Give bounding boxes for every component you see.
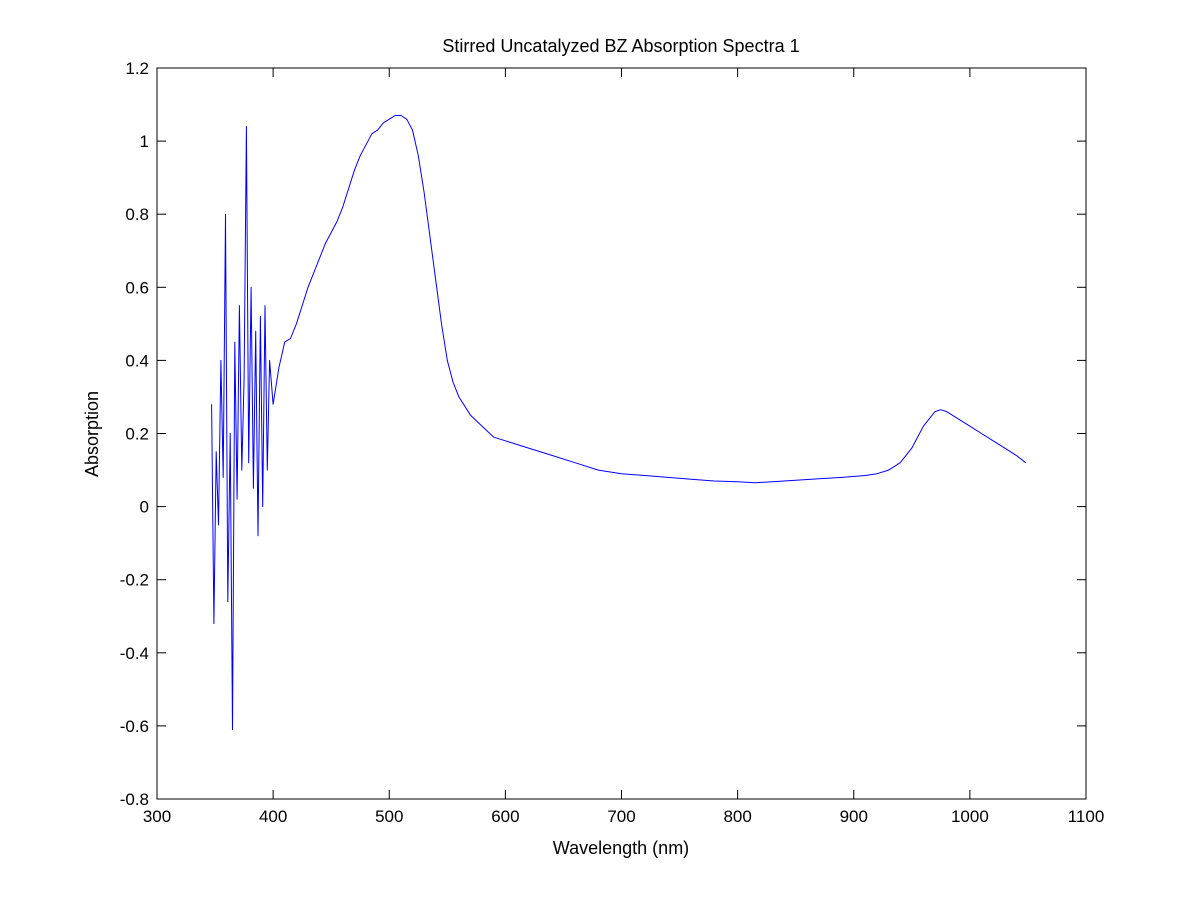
y-tick-label: -0.6 xyxy=(120,717,149,736)
x-axis-label: Wavelength (nm) xyxy=(553,838,689,858)
y-tick-label: -0.4 xyxy=(120,644,149,663)
x-tick-label: 1100 xyxy=(1068,807,1105,826)
chart-title: Stirred Uncatalyzed BZ Absorption Spectr… xyxy=(442,36,799,56)
x-tick-label: 400 xyxy=(259,807,287,826)
x-tick-label: 300 xyxy=(143,807,171,826)
x-tick-label: 600 xyxy=(491,807,519,826)
x-tick-label: 700 xyxy=(607,807,635,826)
x-tick-label: 1000 xyxy=(951,807,989,826)
y-tick-label: 0.8 xyxy=(125,205,149,224)
y-tick-label: 1 xyxy=(140,132,149,151)
data-series xyxy=(211,115,1026,731)
absorption-series-line xyxy=(211,115,1026,731)
y-tick-label: 1.2 xyxy=(125,59,149,78)
y-tick-label: -0.8 xyxy=(120,790,149,809)
y-tick-label: -0.2 xyxy=(120,571,149,590)
x-tick-label: 500 xyxy=(375,807,403,826)
plot-area xyxy=(156,67,1087,800)
axis-ticks xyxy=(156,67,1087,800)
y-tick-label: 0.2 xyxy=(125,425,149,444)
y-tick-label: 0 xyxy=(140,498,149,517)
y-tick-label: 0.4 xyxy=(125,351,149,370)
y-axis-label: Absorption xyxy=(82,391,102,477)
x-tick-label: 900 xyxy=(840,807,868,826)
x-tick-label: 800 xyxy=(723,807,751,826)
axis-tick-labels: 300 400 500 600 700 800 900 1000 1100 -0.8 -0.6 -0.… xyxy=(120,59,1105,826)
y-tick-label: 0.6 xyxy=(125,278,149,297)
